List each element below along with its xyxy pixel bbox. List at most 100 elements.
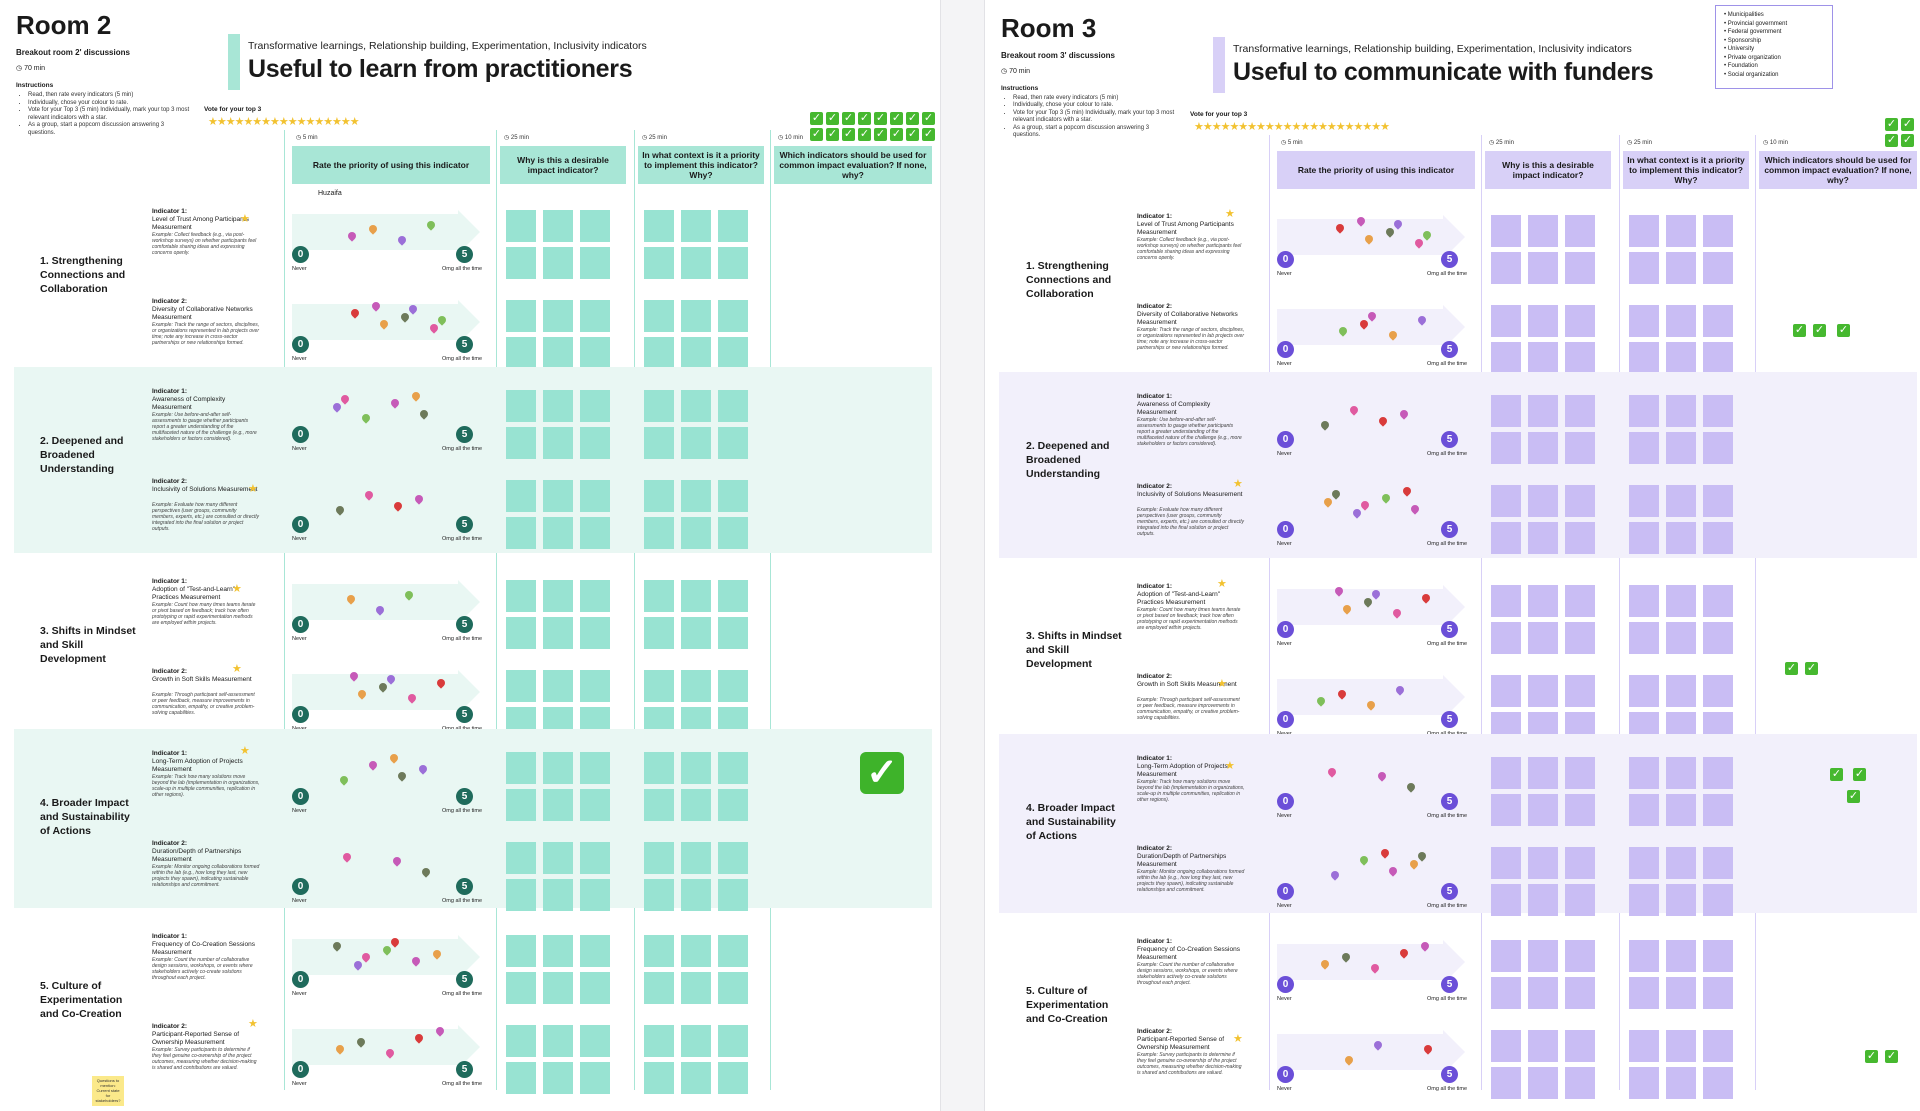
room2-sticky-note[interactable] (506, 427, 536, 459)
room3-sticky-note[interactable] (1703, 940, 1733, 972)
room2-sticky-note[interactable] (543, 247, 573, 279)
room3-sticky-note[interactable] (1666, 395, 1696, 427)
room2-sticky-note[interactable] (644, 517, 674, 549)
room3-sticky-note[interactable] (1565, 252, 1595, 284)
room2-sticky-note[interactable] (681, 1025, 711, 1057)
room2-sticky-note[interactable] (644, 390, 674, 422)
room2-sticky-note[interactable] (718, 670, 748, 702)
room2-sticky-note[interactable] (718, 1062, 748, 1094)
room2-sticky-note[interactable] (543, 879, 573, 911)
room2-sticky-note[interactable] (681, 390, 711, 422)
room3-sticky-note[interactable] (1491, 977, 1521, 1009)
room2-sticky-note[interactable] (681, 842, 711, 874)
room3-sticky-note[interactable] (1491, 432, 1521, 464)
room2-sticky-note[interactable] (681, 517, 711, 549)
room2-sticky-note[interactable] (543, 935, 573, 967)
room3-sticky-note[interactable] (1528, 940, 1558, 972)
room2-sticky-note[interactable] (580, 390, 610, 422)
room2-sticky-note[interactable] (681, 247, 711, 279)
room2-sticky-note[interactable] (506, 247, 536, 279)
room3-sticky-note[interactable] (1565, 675, 1595, 707)
room3-sticky-note[interactable] (1629, 847, 1659, 879)
room2-sticky-note[interactable] (506, 517, 536, 549)
room2-sticky-note[interactable] (644, 1062, 674, 1094)
room3-sticky-note[interactable] (1629, 977, 1659, 1009)
room2-sticky-note[interactable] (543, 1025, 573, 1057)
room3-sticky-note[interactable] (1703, 252, 1733, 284)
room2-sticky-note[interactable] (681, 617, 711, 649)
room2-sticky-note[interactable] (681, 972, 711, 1004)
room3-sticky-note[interactable] (1629, 1067, 1659, 1099)
room3-sticky-note[interactable] (1703, 884, 1733, 916)
room2-sticky-note[interactable] (718, 935, 748, 967)
room3-sticky-note[interactable] (1666, 522, 1696, 554)
room2-sticky-note[interactable] (644, 842, 674, 874)
room3-sticky-note[interactable] (1629, 622, 1659, 654)
room2-sticky-note[interactable] (681, 580, 711, 612)
room3-sticky-note[interactable] (1629, 757, 1659, 789)
room2-sticky-note[interactable] (681, 337, 711, 369)
room3-sticky-note[interactable] (1491, 305, 1521, 337)
room2-sticky-note[interactable] (506, 300, 536, 332)
room2-sticky-note[interactable] (580, 670, 610, 702)
room2-sticky-note[interactable] (580, 752, 610, 784)
room2-sticky-note[interactable] (506, 752, 536, 784)
room2-sticky-note[interactable] (506, 580, 536, 612)
room2-sticky-note[interactable] (718, 879, 748, 911)
room2-sticky-note[interactable] (506, 1062, 536, 1094)
room3-sticky-note[interactable] (1629, 940, 1659, 972)
room3-sticky-note[interactable] (1666, 675, 1696, 707)
room2-sticky-note[interactable] (718, 210, 748, 242)
room2-sticky-note[interactable] (506, 879, 536, 911)
room2-sticky-note[interactable] (718, 300, 748, 332)
room3-sticky-note[interactable] (1491, 522, 1521, 554)
room3-sticky-note[interactable] (1666, 1030, 1696, 1062)
room3-sticky-note[interactable] (1703, 977, 1733, 1009)
room2-sticky-note[interactable] (644, 337, 674, 369)
room2-sticky-note[interactable] (644, 752, 674, 784)
room2-sticky-note[interactable] (718, 337, 748, 369)
room3-sticky-note[interactable] (1528, 794, 1558, 826)
room3-sticky-note[interactable] (1491, 794, 1521, 826)
room3-sticky-note[interactable] (1703, 757, 1733, 789)
room3-sticky-note[interactable] (1491, 622, 1521, 654)
room3-sticky-note[interactable] (1491, 884, 1521, 916)
room2-sticky-note[interactable] (543, 1062, 573, 1094)
room3-sticky-note[interactable] (1666, 940, 1696, 972)
room3-sticky-note[interactable] (1565, 622, 1595, 654)
room3-sticky-note[interactable] (1565, 884, 1595, 916)
room3-sticky-note[interactable] (1629, 522, 1659, 554)
room3-sticky-note[interactable] (1565, 432, 1595, 464)
room2-sticky-note[interactable] (580, 1025, 610, 1057)
room3-sticky-note[interactable] (1565, 1067, 1595, 1099)
room2-sticky-note[interactable] (644, 935, 674, 967)
room3-sticky-note[interactable] (1528, 522, 1558, 554)
room2-sticky-note[interactable] (580, 789, 610, 821)
room2-sticky-note[interactable] (681, 935, 711, 967)
room2-sticky-note[interactable] (506, 670, 536, 702)
room2-sticky-note[interactable] (580, 935, 610, 967)
room3-sticky-note[interactable] (1491, 675, 1521, 707)
room3-sticky-note[interactable] (1666, 884, 1696, 916)
room2-sticky-note[interactable] (580, 427, 610, 459)
room2-sticky-note[interactable] (506, 480, 536, 512)
room2-sticky-note[interactable] (543, 300, 573, 332)
room2-sticky-note[interactable] (718, 617, 748, 649)
room2-sticky-note[interactable] (681, 670, 711, 702)
room3-sticky-note[interactable] (1666, 585, 1696, 617)
room3-sticky-note[interactable] (1629, 1030, 1659, 1062)
room3-sticky-note[interactable] (1703, 215, 1733, 247)
room3-sticky-note[interactable] (1491, 757, 1521, 789)
room3-sticky-note[interactable] (1703, 1067, 1733, 1099)
room2-sticky-note[interactable] (718, 972, 748, 1004)
room3-sticky-note[interactable] (1629, 252, 1659, 284)
room3-sticky-note[interactable] (1629, 884, 1659, 916)
room3-sticky-note[interactable] (1565, 1030, 1595, 1062)
room2-sticky-note[interactable] (506, 1025, 536, 1057)
room2-sticky-note[interactable] (644, 300, 674, 332)
room2-sticky-note[interactable] (718, 517, 748, 549)
room2-sticky-note[interactable] (718, 752, 748, 784)
room3-sticky-note[interactable] (1528, 675, 1558, 707)
room2-sticky-note[interactable] (543, 972, 573, 1004)
room3-sticky-note[interactable] (1666, 305, 1696, 337)
